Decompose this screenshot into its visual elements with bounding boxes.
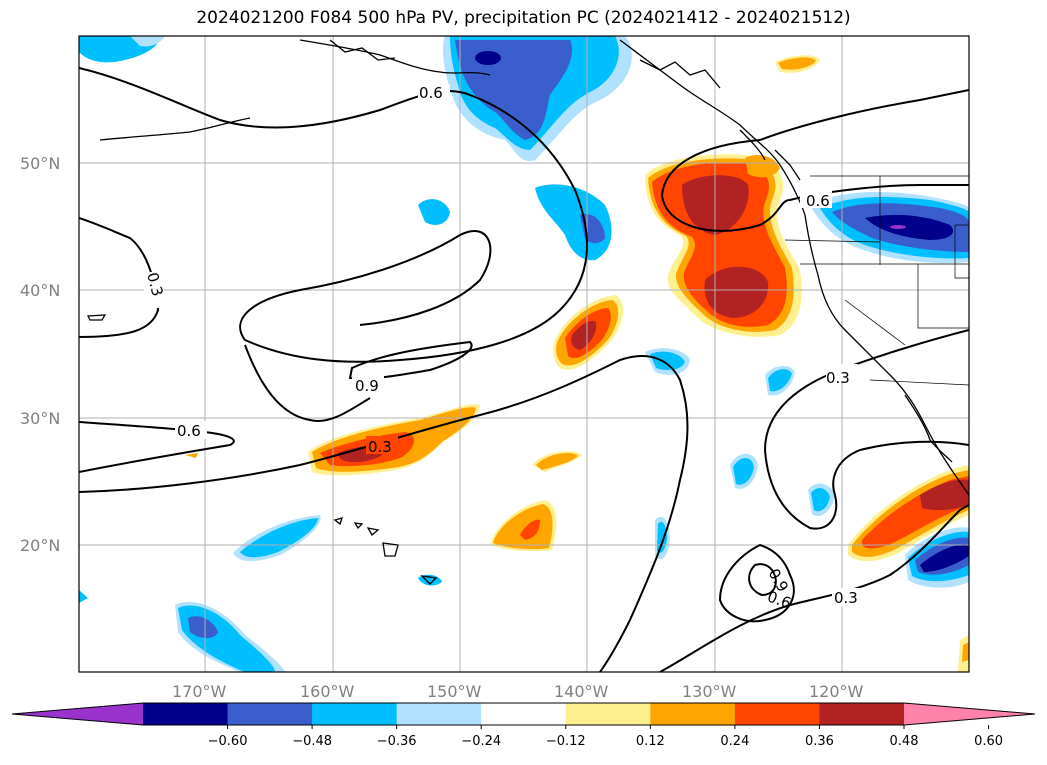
lon-label: 130°W (682, 682, 737, 701)
colorbar-tick-label: 0.24 (720, 734, 749, 749)
lon-label: 120°W (809, 682, 864, 701)
colorbar-cell (650, 703, 736, 725)
colorbar-tick-label: −0.24 (461, 734, 501, 749)
graticule (79, 36, 969, 672)
colorbar-extend-max (904, 703, 1035, 725)
map-panel: 0.6 0.6 0.3 0.9 0.6 0.3 0.3 0.9 0.6 0.3 (79, 36, 969, 672)
latitude-labels: 50°N 40°N 30°N 20°N (20, 154, 60, 555)
contour-label: 0.6 (806, 192, 830, 210)
colorbar-tick-label: −0.60 (208, 734, 248, 749)
lon-label: 150°W (427, 682, 482, 701)
lat-label: 50°N (20, 154, 60, 173)
lat-label: 40°N (20, 281, 60, 300)
contour-label: 0.9 (355, 377, 379, 395)
map-frame (78, 35, 970, 673)
colorbar-cell (143, 703, 229, 725)
colorbar-cell (481, 703, 567, 725)
colorbar-tick-label: 0.12 (636, 734, 665, 749)
contour-label: 0.6 (177, 422, 201, 440)
colorbar-cell (734, 703, 820, 725)
colorbar-tick-label: −0.12 (546, 734, 586, 749)
lon-label: 160°W (300, 682, 355, 701)
contour-label: 0.3 (826, 369, 850, 387)
longitude-labels: 170°W 160°W 150°W 140°W 130°W 120°W (172, 682, 864, 701)
colorbar: −0.60 −0.48 −0.36 −0.24 −0.12 0.12 0.24 0.36 0.4… (11, 702, 1036, 749)
map-title: 2024021200 F084 500 hPa PV, precipitatio… (196, 8, 851, 28)
colorbar-tick-label: 0.48 (890, 734, 919, 749)
pv-contours (79, 67, 969, 672)
colorbar-tick-label: 0.36 (805, 734, 834, 749)
state-borders (784, 175, 969, 386)
colorbar-outline (11, 702, 1036, 726)
lon-label: 170°W (172, 682, 227, 701)
colorbar-cell (819, 703, 905, 725)
contour-label: 0.3 (834, 589, 858, 607)
colorbar-cell (396, 703, 482, 725)
contour-label: 0.6 (419, 84, 443, 102)
contour-label: 0.3 (143, 271, 167, 299)
colorbar-cell (227, 703, 313, 725)
lat-label: 30°N (20, 409, 60, 428)
precip-negative-areas (79, 36, 969, 672)
lat-label: 20°N (20, 536, 60, 555)
colorbar-cell (312, 703, 398, 725)
colorbar-tick-label: −0.48 (292, 734, 332, 749)
colorbar-extend-min (12, 703, 143, 725)
colorbar-tick-label: −0.36 (377, 734, 417, 749)
lon-label: 140°W (554, 682, 609, 701)
colorbar-tick-label: 0.60 (974, 734, 1003, 749)
colorbar-cell (565, 703, 651, 725)
contour-label: 0.3 (368, 438, 392, 456)
